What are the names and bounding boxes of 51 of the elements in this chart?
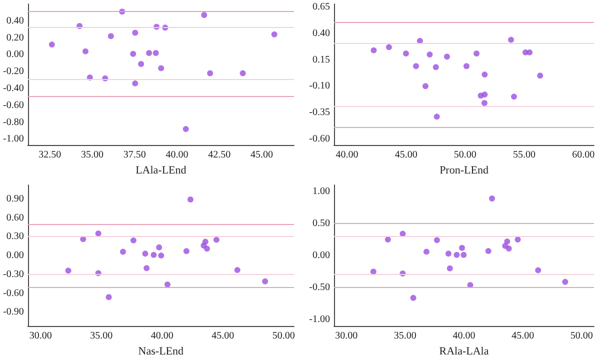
y-tick-label: 0.90: [6, 193, 24, 204]
y-tick-label: 0.15: [312, 54, 330, 66]
x-tick-label: 50.00: [570, 330, 593, 342]
y-tick-label: -0.60: [2, 288, 24, 299]
x-tick-label: 45.00: [512, 330, 534, 342]
x-tick-label: 30.00: [335, 330, 358, 342]
y-tick-label: -0.50: [309, 282, 330, 294]
x-tick-label: 45.00: [394, 150, 418, 161]
x-tick-label: 45.00: [250, 150, 274, 161]
y-tick-label: 0.30: [6, 231, 24, 242]
y-tick-label: 0.65: [312, 2, 330, 13]
x-tick-label: 35.00: [81, 150, 104, 161]
y-tick-label: 0.00: [6, 49, 24, 60]
y-tick-label: 0.40: [6, 15, 24, 26]
y-tick-label: -0.20: [2, 66, 24, 78]
x-tick-label: 35.00: [90, 330, 113, 342]
y-tick-label: -0.30: [2, 268, 24, 280]
y-tick-label: 0.00: [6, 250, 24, 262]
x-tick-label: 30.00: [29, 330, 52, 342]
y-tick-label: -1.00: [2, 134, 24, 145]
x-tick-label: 37.50: [123, 150, 146, 161]
y-tick-label: 0.60: [6, 212, 24, 224]
x-tick-label: 40.00: [166, 150, 188, 161]
y-tick-label: 0.00: [312, 250, 330, 262]
y-tick-label: -0.80: [2, 116, 24, 128]
x-tick-label: 40.00: [336, 150, 358, 161]
y-tick-label: -0.40: [2, 82, 24, 94]
y-tick-label: 0.50: [312, 218, 330, 229]
y-tick-label: -0.60: [2, 100, 24, 111]
y-tick-label: 1.00: [312, 186, 330, 197]
x-axis-title: Pron-LEnd: [440, 164, 489, 176]
x-axis-title: Nas-LEnd: [138, 346, 184, 358]
x-tick-label: 50.00: [272, 330, 295, 342]
x-tick-label: 42.50: [208, 150, 231, 161]
y-tick-label: -1.00: [309, 314, 330, 326]
x-tick-label: 40.00: [150, 330, 174, 342]
x-tick-label: 50.00: [454, 150, 476, 161]
x-tick-label: 35.00: [394, 330, 416, 342]
x-tick-label: 45.00: [212, 330, 234, 342]
x-tick-label: 60.00: [572, 150, 595, 161]
y-tick-label: 0.40: [312, 28, 330, 39]
y-tick-label: 0.20: [6, 32, 24, 44]
y-tick-label: -0.90: [2, 306, 24, 318]
x-tick-label: 32.50: [38, 150, 62, 161]
x-tick-label: 55.00: [513, 150, 536, 161]
y-tick-label: -0.60: [309, 133, 330, 144]
y-tick-label: -0.10: [309, 80, 330, 92]
x-axis-title: LAla-LEnd: [136, 164, 187, 176]
x-axis-title: RAla-LAla: [439, 346, 489, 358]
x-tick-label: 40.00: [452, 330, 476, 342]
y-tick-label: -0.35: [309, 106, 330, 118]
